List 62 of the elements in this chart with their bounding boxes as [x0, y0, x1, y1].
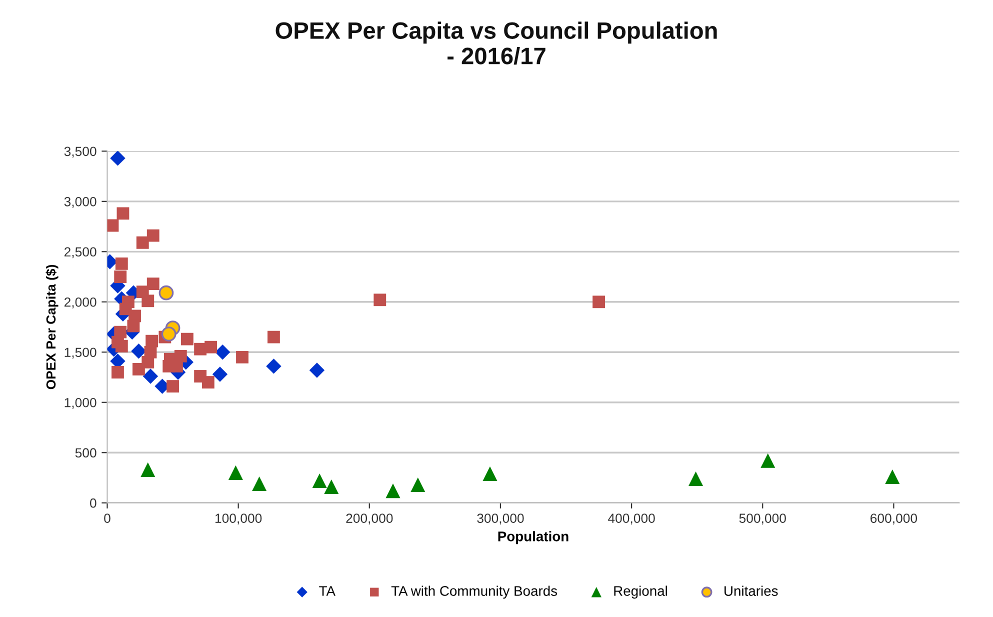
x-tick-label: 0: [104, 514, 110, 523]
point: [116, 207, 130, 220]
legend-label: TA: [319, 586, 336, 596]
point: [127, 320, 140, 332]
point: [131, 344, 146, 359]
x-axis-title: Population: [498, 531, 568, 544]
point: [324, 479, 339, 494]
x-tick-label: 600,000: [870, 514, 918, 525]
y-tick-label: 1,000: [64, 398, 96, 409]
point: [374, 294, 386, 306]
point: [115, 257, 128, 270]
point: [592, 296, 605, 308]
x-tick-label: 400,000: [608, 514, 655, 525]
point: [136, 236, 149, 249]
y-tick-label: 1,500: [64, 348, 96, 359]
y-tick-label: 0: [90, 498, 96, 508]
point: [158, 285, 174, 300]
point: [688, 471, 704, 486]
x-tick-label: 200,000: [346, 514, 393, 525]
point: [204, 340, 218, 354]
point: [236, 350, 248, 364]
point: [110, 151, 126, 166]
point: [161, 326, 176, 342]
y-tick-label: 3,000: [64, 196, 96, 208]
point: [142, 368, 158, 384]
point: [268, 330, 280, 344]
x-tick-label: 100,000: [215, 514, 262, 525]
point: [885, 469, 900, 484]
point: [146, 229, 160, 242]
point: [228, 465, 243, 480]
point: [482, 466, 498, 481]
y-tick-label: 2,500: [64, 247, 96, 258]
legend-label: Unitaries: [724, 586, 778, 596]
point: [140, 462, 156, 477]
legend-label: TA with Community Boards: [391, 586, 558, 599]
point: [309, 362, 325, 378]
point: [212, 366, 228, 382]
point: [266, 358, 282, 374]
point: [114, 270, 127, 283]
x-tick-label: 300,000: [477, 514, 524, 525]
point: [312, 473, 327, 488]
point: [252, 476, 267, 492]
point: [180, 332, 194, 346]
chart-title: OPEX Per Capita vs Council Population - 2016/17: [276, 22, 717, 65]
point: [386, 484, 400, 498]
x-tick-label: 500,000: [739, 514, 786, 525]
y-tick-label: 500: [75, 448, 96, 458]
point: [107, 219, 119, 232]
point: [142, 294, 154, 308]
point: [146, 278, 160, 290]
point: [214, 344, 230, 360]
point: [115, 340, 128, 352]
point: [112, 366, 124, 378]
point: [760, 453, 776, 468]
legend-label: Regional: [614, 586, 667, 599]
point: [132, 363, 145, 376]
y-tick-label: 3,500: [64, 146, 96, 158]
y-tick-label: 2,000: [64, 297, 96, 308]
point: [166, 380, 179, 393]
point: [410, 477, 426, 492]
point: [202, 376, 214, 388]
y-axis-title: OPEX Per Capita ($): [46, 264, 58, 390]
